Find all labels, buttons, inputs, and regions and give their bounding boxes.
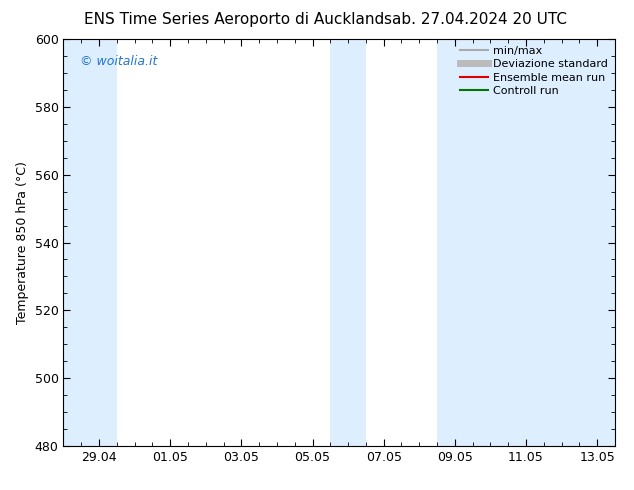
Bar	[63, 39, 117, 446]
Text: © woitalia.it: © woitalia.it	[80, 55, 157, 69]
Text: ENS Time Series Aeroporto di Auckland: ENS Time Series Aeroporto di Auckland	[84, 12, 385, 27]
Bar	[437, 39, 615, 446]
Bar	[330, 39, 366, 446]
Text: sab. 27.04.2024 20 UTC: sab. 27.04.2024 20 UTC	[384, 12, 567, 27]
Y-axis label: Temperature 850 hPa (°C): Temperature 850 hPa (°C)	[16, 161, 29, 324]
Legend: min/max, Deviazione standard, Ensemble mean run, Controll run: min/max, Deviazione standard, Ensemble m…	[456, 42, 612, 100]
